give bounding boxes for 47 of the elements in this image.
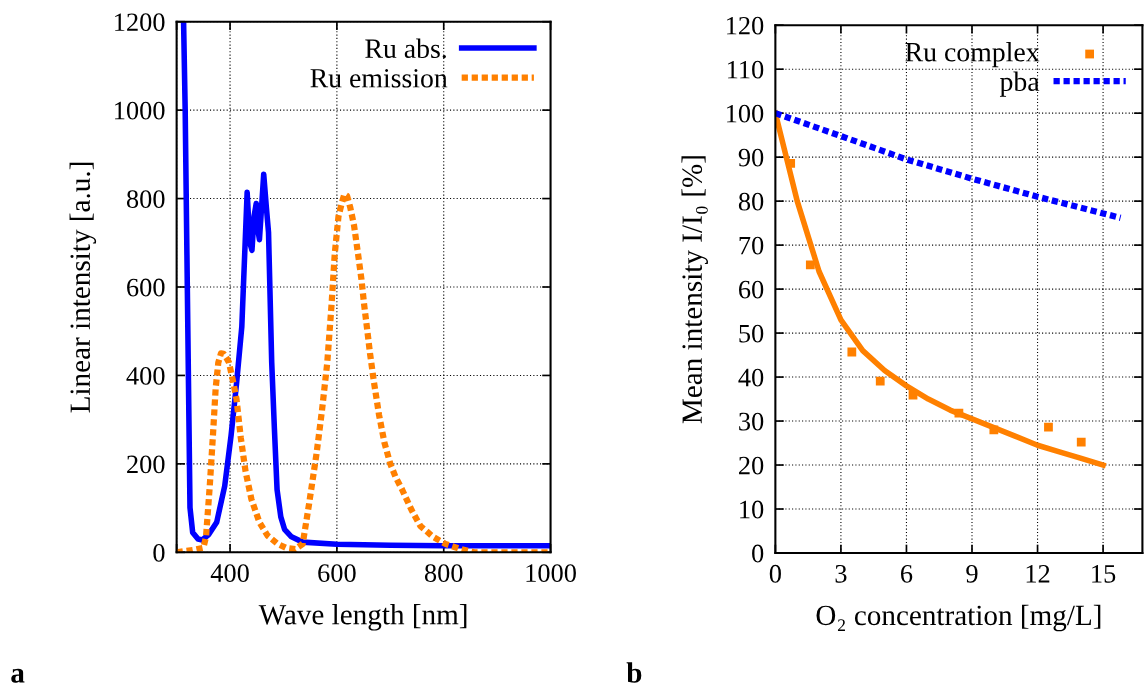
x-tick-label: 400	[210, 564, 249, 582]
y-tick-label: 800	[126, 190, 165, 208]
y-tick-label: 1200	[115, 13, 165, 32]
y-axis-title: Linear intensity [a.u.]	[69, 162, 97, 413]
y-tick-label: 30	[739, 412, 764, 431]
point	[847, 347, 857, 357]
y-tick-label: 110	[727, 60, 764, 79]
y-tick-label: 120	[727, 16, 764, 35]
y-tick-label: 20	[739, 456, 764, 475]
y-tick-label: 90	[738, 148, 764, 167]
point	[954, 408, 964, 418]
y-tick-label: 0	[752, 544, 764, 563]
x-tick-label: 800	[424, 564, 463, 582]
y-tick-label: 400	[126, 367, 165, 385]
legend-label: Ru complex	[905, 42, 1040, 68]
y-tick-label: 80	[738, 192, 764, 211]
x-axis-title: O₂ concentration [mg/L]	[816, 604, 1101, 632]
y-tick-label: 10	[740, 500, 764, 519]
point	[805, 260, 815, 270]
x-tick-label: 0	[769, 564, 781, 583]
point	[1076, 437, 1086, 447]
x-tick-label: 1000	[526, 564, 576, 582]
x-tick-label: 6	[900, 564, 913, 583]
x-axis-title: Wave length [nm]	[258, 604, 467, 631]
point	[989, 425, 999, 435]
x-tick-label: 600	[318, 564, 356, 582]
y-tick-label: 60	[739, 280, 764, 299]
y-tick-label: 70	[739, 236, 764, 255]
y-tick-label: 0	[153, 543, 165, 562]
point	[875, 376, 885, 386]
text: b	[626, 662, 642, 683]
y-tick-label: 1000	[115, 101, 165, 120]
x-tick-label: 9	[966, 564, 978, 583]
x-tick-label: 3	[835, 564, 847, 583]
y-tick-label: 50	[739, 324, 764, 343]
point	[1044, 422, 1053, 432]
legend-label: pba	[999, 71, 1040, 97]
y-tick-label: 100	[727, 104, 764, 123]
x-tick-label: 12	[1026, 564, 1050, 583]
y-tick-label: 40	[738, 368, 764, 387]
y-tick-label: 200	[127, 455, 165, 474]
x-tick-label: 15	[1092, 565, 1116, 583]
legend-label: Ru abs.	[365, 38, 446, 59]
y-tick-label: 600	[127, 278, 165, 297]
legend-label: Ru emission	[310, 68, 448, 88]
text: a	[11, 668, 25, 683]
y-axis-title: Mean intensity I/I₀ [%]	[681, 156, 709, 424]
